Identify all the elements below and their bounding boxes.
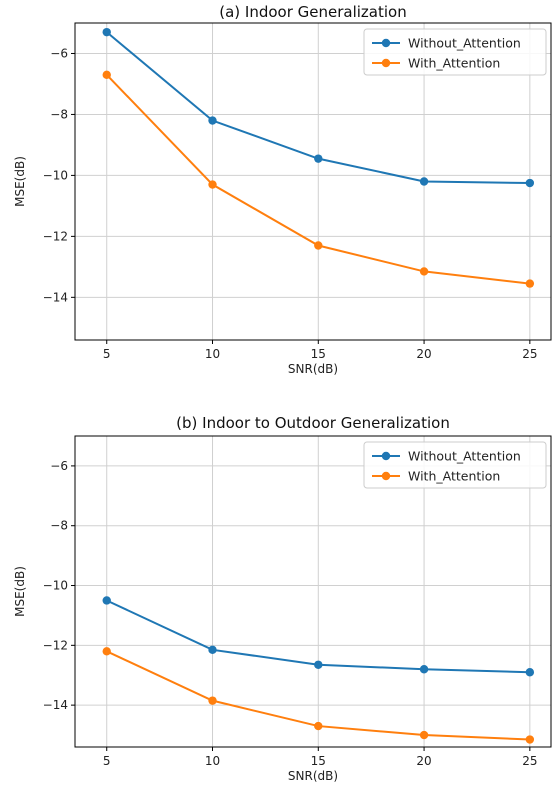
data-point [419,267,429,276]
x-tick-label: 25 [522,347,537,361]
legend-marker [381,451,391,461]
data-point [208,180,217,189]
legend-marker [381,58,391,68]
data-point [525,735,535,744]
y-tick-label: −14 [43,290,68,304]
legend-label: Without_Attention [408,449,521,464]
data-point [208,645,217,655]
y-tick-label: −6 [50,459,68,473]
chart-panel-1: 5 10 15 20 25 −6 −8 −10 −12 −14 (a) Indoor General… [13,3,552,376]
x-tick-label: 15 [311,347,326,361]
y-axis-label: MSE(dB) [13,566,27,617]
y-tick-label: −6 [50,46,68,60]
data-point [102,70,111,80]
x-tick-label: 5 [103,347,111,361]
y-tick-label: −10 [43,168,68,182]
x-axis-label: SNR(dB) [288,769,338,783]
data-point [208,696,217,705]
y-tick-label: −14 [43,698,68,712]
data-point [102,596,111,605]
x-axis-label: SNR(dB) [288,362,338,376]
x-tick-label: 10 [205,347,220,361]
plot-frame [74,435,552,748]
plot-frame [74,22,552,341]
legend: Without_Attention With_Attention [363,28,547,76]
data-point [419,177,429,186]
legend-label: With_Attention [408,56,500,71]
data-point [102,647,111,656]
data-point [419,730,429,740]
data-point [314,154,323,163]
chart-title: (b) Indoor to Outdoor Generalization [176,414,450,432]
data-point [208,116,217,125]
x-tick-label: 20 [416,347,431,361]
legend-marker [381,471,391,481]
y-tick-label: −12 [43,638,68,652]
y-tick-label: −12 [43,229,68,243]
legend-box [363,28,547,76]
x-tick-label: 5 [103,754,111,768]
data-point [525,279,535,288]
data-point [102,27,111,37]
data-point [525,178,535,188]
data-point [419,665,429,674]
y-tick-label: −10 [43,579,68,593]
data-point [314,660,323,669]
data-point [314,241,323,250]
x-tick-label: 25 [522,754,537,768]
legend-label: Without_Attention [408,36,521,51]
legend-box [363,441,547,489]
data-point [525,668,535,677]
chart-title: (a) Indoor Generalization [219,3,407,21]
y-tick-label: −8 [50,107,68,121]
legend-marker [381,38,391,48]
x-tick-label: 15 [311,754,326,768]
legend-label: With_Attention [408,469,500,484]
data-point [314,721,323,731]
legend: Without_Attention With_Attention [363,441,547,489]
x-tick-label: 20 [416,754,431,768]
y-tick-label: −8 [50,519,68,533]
y-axis-label: MSE(dB) [13,156,27,207]
chart-panel-2: 5 10 15 20 25 −6 −8 −10 −12 −14 (b) Indoor to Outd… [13,414,552,783]
x-tick-label: 10 [205,754,220,768]
